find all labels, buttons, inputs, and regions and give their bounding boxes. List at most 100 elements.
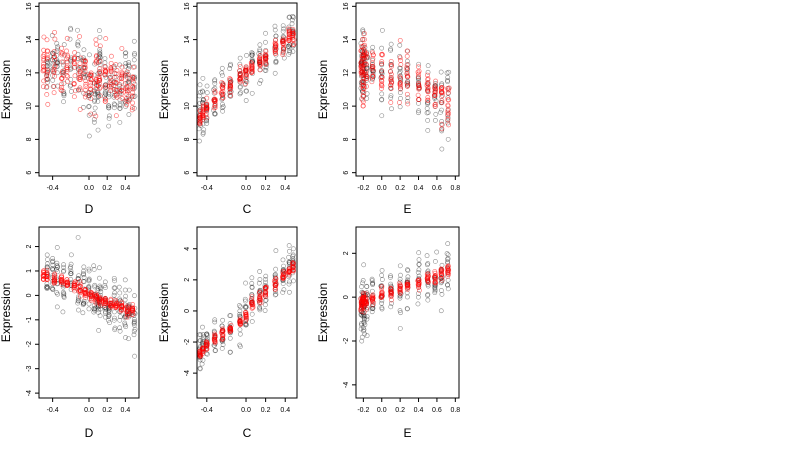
panel-6-series-1-point bbox=[397, 276, 403, 282]
panel-1-series-2-point bbox=[108, 68, 114, 74]
panel-1-series-2-point bbox=[113, 88, 119, 93]
panel-3-series-1-point bbox=[397, 65, 403, 71]
panel-4-series-1-point bbox=[68, 264, 73, 270]
panel-1-series-2-point bbox=[124, 98, 130, 104]
panel-1-series-2-point bbox=[129, 93, 135, 99]
panel-2-series-1-point bbox=[249, 52, 255, 58]
panel-3-series-1-point bbox=[439, 128, 445, 134]
panel-1-series-2-point bbox=[119, 45, 125, 51]
panel-6-series-1-point bbox=[370, 280, 376, 286]
panel-4-series-1-point bbox=[92, 305, 98, 311]
panel-1-series-1-point bbox=[117, 105, 123, 111]
panel-2-series-2-point bbox=[262, 55, 268, 61]
panel-3-series-2-point bbox=[439, 98, 445, 104]
panel-1-series-1-point bbox=[49, 57, 55, 63]
panel-4-series-1-point bbox=[98, 289, 104, 295]
panel-6-series-1-point bbox=[416, 262, 422, 267]
panel-4-series-1-point bbox=[122, 297, 128, 303]
panel-1-series-1-point bbox=[95, 99, 101, 104]
panel-3-series-1-point bbox=[438, 110, 443, 115]
panel-3-series-2-point bbox=[397, 37, 403, 43]
panel-4-series-1-point bbox=[97, 283, 103, 289]
panel-6-series-1-point bbox=[398, 272, 403, 278]
panel-4-series-1-point bbox=[96, 294, 102, 300]
panel-1-series-2-point bbox=[103, 84, 109, 90]
panel-1-series-1-point bbox=[67, 36, 73, 42]
panel-5-series-1-point bbox=[281, 287, 287, 293]
panel-5-series-1-point bbox=[257, 307, 263, 313]
panel-5-series-1-point bbox=[286, 289, 292, 295]
panel-4-series-2-point bbox=[82, 291, 88, 297]
panel-2-series-1-point bbox=[200, 88, 205, 94]
panel-3-series-2-point bbox=[438, 85, 444, 91]
panel-2-series-2-point bbox=[272, 46, 278, 52]
panel-4-series-1-point bbox=[68, 271, 74, 277]
panel-3-series-2-point bbox=[369, 66, 375, 72]
panel-3-series-2-point bbox=[397, 74, 403, 80]
panel-3-frame bbox=[355, 2, 460, 177]
panel-1-series-1-point bbox=[61, 93, 67, 99]
panel-6-series-1-point bbox=[359, 320, 364, 326]
panel-5-series-1-point bbox=[201, 334, 207, 340]
panel-2-series-2-point bbox=[228, 79, 233, 85]
panel-4-y-tick-label: -1 bbox=[26, 317, 33, 323]
panel-2-y-tick-label: 14 bbox=[184, 36, 191, 44]
panel-3-series-1-point bbox=[397, 70, 403, 76]
panel-1-series-2-point bbox=[108, 53, 114, 59]
panel-6-x-ticks: -0.2 0.0 0.2 0.4 0.6 0.8 bbox=[357, 398, 460, 414]
panel-3-series-2-point bbox=[446, 122, 452, 128]
panel-5-series-2-point bbox=[263, 290, 269, 296]
panel-4-series-1-point bbox=[75, 300, 81, 306]
panel-5-series-2-point bbox=[249, 294, 255, 300]
panel-3-series-2-point bbox=[439, 84, 445, 90]
panel-4-series-1-point bbox=[112, 278, 117, 284]
panel-6: -0.2 0.0 0.2 0.4 0.6 0.8 -4 -2 0 2 E Expression bbox=[316, 226, 460, 440]
panel-1-series-2-point bbox=[108, 66, 114, 72]
panel-2-x-tick-label: 0.4 bbox=[280, 185, 290, 192]
panel-4-series-1-point bbox=[54, 245, 60, 250]
panel-5-series-1-point bbox=[227, 313, 233, 319]
panel-2-series-1-point bbox=[281, 26, 287, 32]
panel-2-series-2-point bbox=[249, 64, 255, 70]
panel-5-series-1-point bbox=[249, 284, 255, 290]
panel-3-series-2-point bbox=[439, 87, 444, 93]
panel-5-series-2-point bbox=[281, 271, 287, 277]
panel-1-series-1-point bbox=[111, 101, 117, 107]
panel-5-series-1-point bbox=[243, 280, 248, 286]
panel-1-series-2-point bbox=[119, 95, 125, 101]
panel-6-series-2-point bbox=[432, 280, 438, 286]
panel-3-series-2-point bbox=[404, 65, 410, 71]
panel-6-series-2-point bbox=[445, 264, 451, 270]
panel-6-series-2-point bbox=[361, 309, 367, 315]
panel-3-series-2-point bbox=[445, 107, 451, 113]
panel-6-series-1-point bbox=[415, 294, 421, 300]
panel-4-series-1-point bbox=[68, 271, 73, 276]
panel-1-series-1-point bbox=[86, 133, 92, 139]
panel-1-series-2-point bbox=[119, 91, 124, 97]
panel-3-series-2-point bbox=[432, 102, 438, 108]
panel-1-series-2-point bbox=[72, 64, 77, 70]
panel-2-series-1-point bbox=[249, 52, 255, 58]
panel-4-series-1-point bbox=[92, 284, 98, 290]
panel-6-series-1-point bbox=[369, 309, 375, 315]
panel-1-series-2-point bbox=[77, 85, 83, 91]
panel-6-x-tick-label: 0.6 bbox=[432, 407, 442, 414]
panel-4-series-2-point bbox=[83, 294, 88, 300]
panel-6-series-1-point bbox=[369, 276, 375, 282]
panel-1-series-1-point bbox=[123, 63, 128, 69]
panel-2-series-2-point bbox=[290, 42, 296, 47]
panel-1-series-2-point bbox=[113, 74, 119, 80]
panel-1-series-2-point bbox=[129, 107, 135, 113]
panel-5-series-1-point bbox=[237, 331, 243, 337]
panel-5-series-1-point bbox=[290, 257, 296, 263]
panel-2-series-1-point bbox=[219, 96, 225, 102]
panel-3-x-label: E bbox=[403, 202, 411, 216]
panel-2-series-2-point bbox=[203, 112, 209, 118]
panel-3-series-2-point bbox=[404, 71, 410, 77]
panel-2-series-1-point bbox=[286, 43, 291, 49]
panel-5-series-1-point bbox=[287, 279, 292, 285]
panel-1-series-1-point bbox=[92, 99, 97, 104]
panel-3-series-1-point bbox=[444, 70, 450, 76]
panel-4-series-1-point bbox=[44, 252, 50, 258]
panel-4-series-2-point bbox=[64, 277, 70, 283]
